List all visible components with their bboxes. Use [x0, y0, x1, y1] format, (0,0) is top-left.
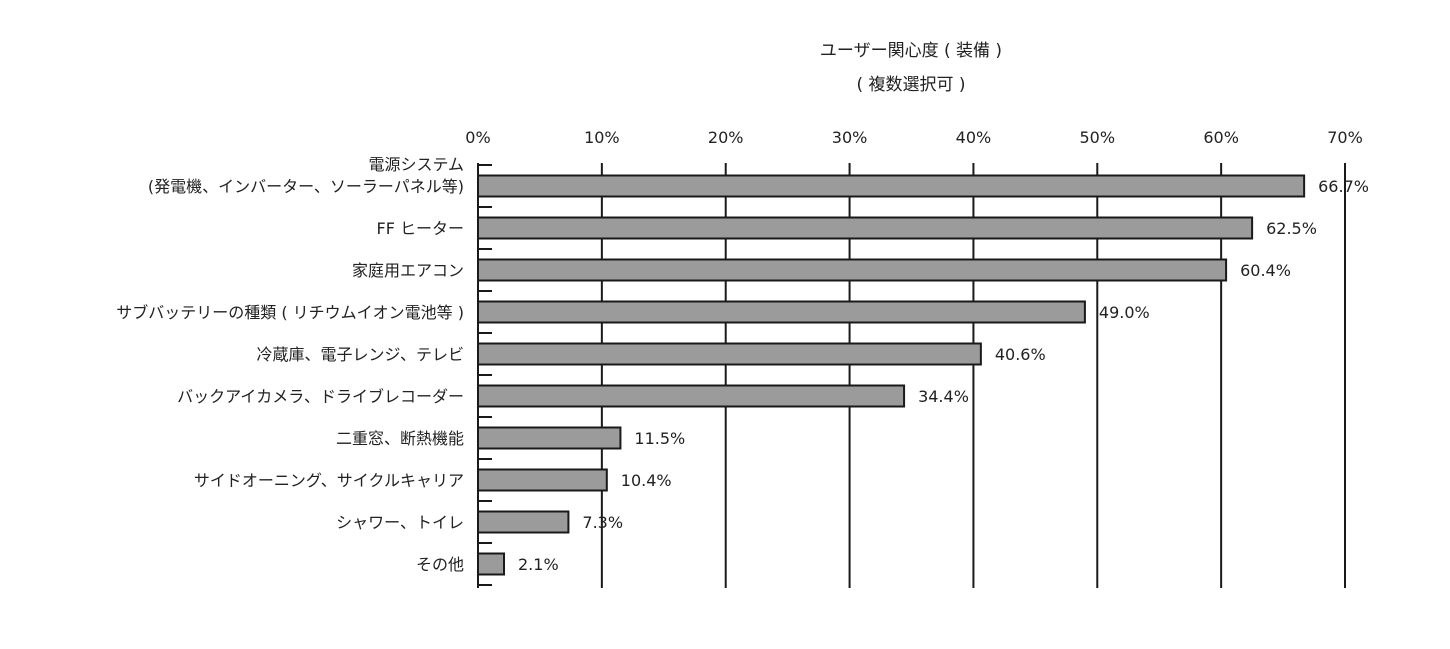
value-label: 2.1% [518, 555, 559, 574]
category-label: FF ヒーター [377, 219, 465, 238]
category-label: 電源システム [368, 155, 464, 174]
bar [477, 468, 608, 492]
x-tick-label: 40% [956, 128, 992, 147]
value-label: 7.3% [582, 513, 623, 532]
x-tick-label: 10% [584, 128, 620, 147]
category-label: 二重窓、断熱機能 [336, 429, 464, 448]
value-label: 66.7% [1318, 177, 1369, 196]
value-label: 49.0% [1099, 303, 1150, 322]
category-label: (発電機、インバーター、ソーラーパネル等) [148, 177, 464, 196]
value-label: 60.4% [1240, 261, 1291, 280]
x-tick-label: 0% [465, 128, 490, 147]
category-label: サイドオーニング、サイクルキャリア [194, 471, 464, 490]
category-label: 家庭用エアコン [352, 261, 464, 280]
x-tick-label: 60% [1203, 128, 1239, 147]
bar [477, 552, 506, 576]
x-tick-label: 30% [832, 128, 868, 147]
category-label: その他 [416, 555, 464, 574]
value-label: 10.4% [621, 471, 672, 490]
value-label: 40.6% [995, 345, 1046, 364]
chart-title-line-2: ( 複数選択可 ) [856, 75, 966, 95]
bar [477, 510, 570, 534]
x-tick-label: 70% [1327, 128, 1363, 147]
bar [477, 174, 1306, 198]
bar [477, 384, 906, 408]
category-label: シャワー、トイレ [336, 513, 464, 532]
bar [477, 426, 622, 450]
bar [477, 258, 1228, 282]
category-label: バックアイカメラ、ドライブレコーダー [177, 387, 464, 406]
x-tick-label: 50% [1080, 128, 1116, 147]
bar [477, 300, 1086, 324]
value-label: 34.4% [918, 387, 969, 406]
x-tick-label: 20% [708, 128, 744, 147]
bar [477, 216, 1254, 240]
chart-title-line-1: ユーザー関心度 ( 装備 ) [819, 41, 1003, 61]
category-label: 冷蔵庫、電子レンジ、テレビ [256, 345, 464, 364]
value-label: 62.5% [1266, 219, 1317, 238]
category-label: サブバッテリーの種類 ( リチウムイオン電池等 ) [116, 303, 464, 322]
value-label: 11.5% [634, 429, 685, 448]
bar [477, 342, 982, 366]
